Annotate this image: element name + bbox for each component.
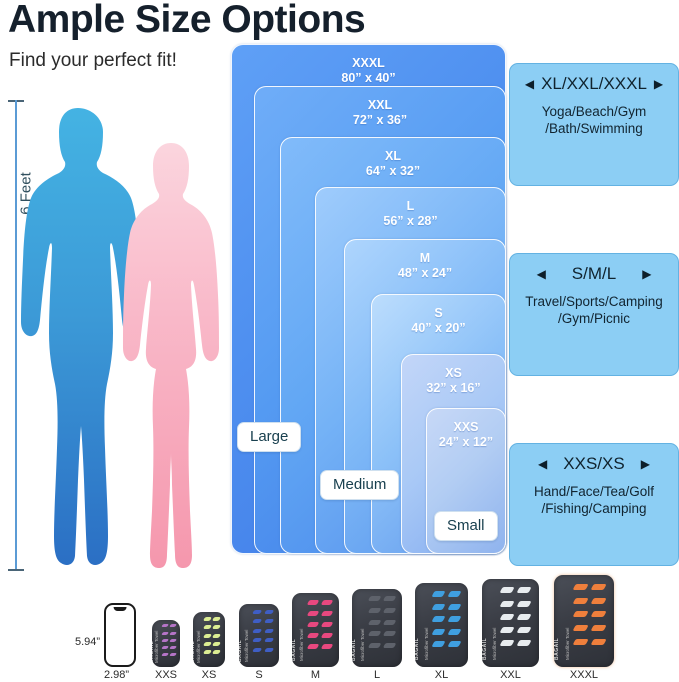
towel-brand: BAGAIL: [239, 639, 243, 662]
towel-stripes: [572, 581, 611, 662]
towel-stripes: [367, 594, 400, 663]
size-box-label: XXXL: [352, 56, 385, 70]
size-box-dim: 32” x 16”: [426, 381, 481, 395]
usage-line-2: /Bath/Swimming: [545, 121, 643, 136]
size-box-label: L: [406, 199, 415, 213]
arrow-right-icon: ▶: [640, 457, 650, 471]
towel-s[interactable]: BAGAIL Microfiber Towel: [239, 604, 279, 667]
size-box-dim: 40” x 20”: [411, 321, 466, 335]
size-box-label: M: [419, 251, 431, 265]
towel-stripes: [431, 588, 466, 662]
group-pill-medium[interactable]: Medium: [320, 470, 400, 500]
usage-card-body: Yoga/Beach/Gym /Bath/Swimming: [516, 103, 672, 137]
size-box-dim: 72” x 36”: [352, 113, 408, 127]
usage-card-header: ◀ XXS/XS ▶: [516, 454, 672, 474]
size-box-label: XL: [385, 149, 401, 163]
towel-brand: BAGAIL: [554, 637, 560, 660]
towel-caption-xl: XL: [434, 669, 449, 681]
towel-caption-xxs: XXS: [154, 669, 177, 681]
towel-product-text: Microfiber Towel: [564, 627, 570, 660]
arrow-right-icon: ▶: [642, 267, 652, 281]
usage-line-2: /Gym/Picnic: [557, 311, 630, 326]
arrow-right-icon: ▶: [653, 77, 664, 91]
towel-product-text: Microfiber Towel: [154, 630, 160, 664]
towel-xxs[interactable]: BAGAIL Microfiber Towel: [152, 620, 180, 667]
size-chart-boxes: XXXL 80” x 40” XXL 72” x 36” XL 64” x 32…: [231, 44, 506, 554]
arrow-left-icon: ◀: [538, 457, 548, 471]
towel-brand: BAGAIL: [352, 638, 357, 661]
towel-product-text: Microfiber Towel: [196, 630, 202, 663]
towel-product-text: Microfiber Towel: [360, 628, 365, 661]
phone-notch: [113, 607, 127, 611]
size-box-label: XXS: [453, 420, 479, 434]
usage-card-header: ◀ S/M/L ▶: [516, 264, 672, 284]
towel-stripes: [499, 584, 536, 661]
towel-product-text: Microfiber Towel: [244, 629, 250, 662]
usage-card-body: Travel/Sports/Camping /Gym/Picnic: [516, 293, 672, 327]
towel-stripes: [251, 608, 278, 663]
size-box-dim: 64” x 32”: [365, 164, 421, 178]
size-box-label: XS: [445, 366, 462, 380]
towel-xxxl[interactable]: BAGAIL Microfiber Towel: [554, 575, 614, 667]
towel-caption-xxl: XXL: [500, 669, 521, 681]
phone-outline: [104, 603, 136, 667]
size-box-dim: 56” x 28”: [383, 214, 438, 228]
towel-caption-xxxl: XXXL: [569, 669, 599, 681]
phone-width-label: 2.98”: [104, 669, 130, 681]
size-box-label: XXL: [367, 98, 393, 112]
scale-cap-bottom: [8, 569, 24, 571]
usage-card-body: Hand/Face/Tea/Golf /Fishing/Camping: [516, 483, 672, 517]
towel-product-text: Microfiber Towel: [491, 627, 497, 660]
female-silhouette: [123, 143, 219, 568]
towel-brand: BAGAIL: [292, 638, 297, 662]
usage-card-xl-xxl-xxxl[interactable]: ◀ XL/XXL/XXXL ▶ Yoga/Beach/Gym /Bath/Swi…: [509, 63, 679, 186]
towel-product-text: Microfiber Towel: [299, 628, 305, 662]
arrow-left-icon: ◀: [536, 267, 546, 281]
size-box-dim: 24” x 12”: [438, 435, 494, 449]
usage-line-2: /Fishing/Camping: [541, 501, 647, 516]
towel-stripes: [202, 615, 224, 663]
towel-caption-l: L: [373, 669, 381, 681]
arrow-left-icon: ◀: [524, 77, 535, 91]
towel-product-text: Microfiber Towel: [423, 627, 429, 661]
usage-line-1: Travel/Sports/Camping: [525, 294, 663, 309]
towel-xl[interactable]: BAGAIL Microfiber Towel: [415, 583, 468, 667]
usage-card-header: ◀ XL/XXL/XXXL ▶: [516, 74, 672, 94]
usage-line-1: Hand/Face/Tea/Golf: [533, 484, 655, 499]
towel-caption-s: S: [255, 669, 263, 681]
towel-caption-m: M: [310, 669, 321, 681]
size-box-dim: 80” x 40”: [341, 71, 396, 85]
page-subtitle: Find your perfect fit!: [9, 50, 177, 71]
group-pill-large[interactable]: Large: [237, 422, 302, 452]
phone-height-label: 5.94”: [75, 636, 101, 648]
towel-brand: BAGAIL: [482, 637, 488, 660]
towel-xs[interactable]: BAGAIL Microfiber Towel: [193, 612, 225, 667]
group-pill-small[interactable]: Small: [434, 511, 498, 541]
usage-line-1: Yoga/Beach/Gym: [541, 104, 647, 119]
towel-brand: BAGAIL: [415, 638, 421, 661]
towel-stripes: [160, 623, 179, 664]
towel-l[interactable]: BAGAIL Microfiber Towel: [352, 589, 402, 667]
towel-caption-xs: XS: [201, 669, 217, 681]
usage-card-sizes: XL/XXL/XXXL: [541, 74, 647, 93]
page-title: Ample Size Options: [8, 0, 366, 41]
towel-stripes: [306, 597, 337, 662]
size-box-dim: 48” x 24”: [397, 266, 453, 280]
size-box-label: S: [434, 306, 443, 320]
male-silhouette: [21, 108, 138, 565]
scale-line: [15, 100, 17, 570]
towel-m[interactable]: BAGAIL Microfiber Towel: [292, 593, 339, 667]
usage-card-sizes: XXS/XS: [563, 454, 625, 473]
usage-card-xxs-xs[interactable]: ◀ XXS/XS ▶ Hand/Face/Tea/Golf /Fishing/C…: [509, 443, 679, 566]
usage-card-s-m-l[interactable]: ◀ S/M/L ▶ Travel/Sports/Camping /Gym/Pic…: [509, 253, 679, 376]
usage-card-sizes: S/M/L: [571, 264, 617, 283]
towel-xxl[interactable]: BAGAIL Microfiber Towel: [482, 579, 539, 667]
